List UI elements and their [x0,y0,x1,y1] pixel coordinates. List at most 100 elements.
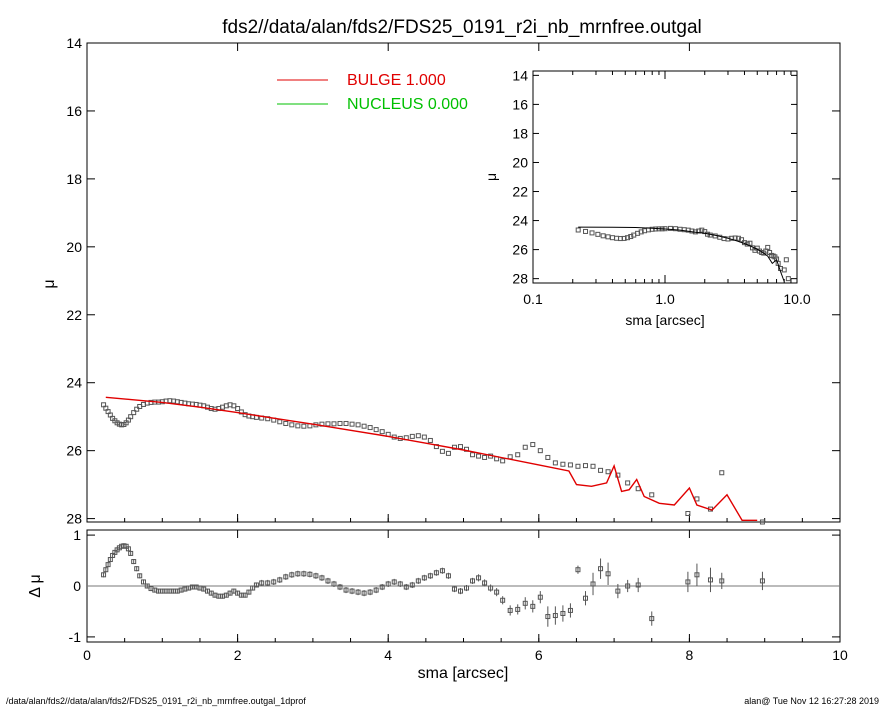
residual-point [649,616,655,622]
main-ytick-label: 20 [66,239,82,255]
inset-data-point [781,267,787,273]
residual-point [125,546,131,552]
inset-data-point [628,234,634,240]
residual-point [337,584,343,590]
residual-point [605,571,611,577]
data-point [649,492,655,498]
inset-ylabel: μ [483,173,499,181]
inset-axes: 14 16 18 20 22 24 26 28 0.1 1.0 10.0 [512,67,810,307]
inset-ytick-label: 16 [512,96,528,112]
data-point [567,462,573,468]
residual-point [488,585,494,591]
data-point [515,452,521,458]
data-point [605,469,611,475]
residual-point [144,583,150,589]
main-ytick-label: 16 [66,103,82,119]
data-point [560,461,566,467]
residual-point [719,578,725,584]
inset-xtick-label: 10.0 [783,291,810,307]
data-point [759,519,765,525]
residual-point [590,581,596,587]
inset-model-line [578,226,785,282]
residual-point [301,571,307,577]
residual-point [367,589,373,595]
inset-data-point [583,228,589,234]
main-axes: 14 16 18 20 22 24 26 28 [66,35,841,527]
inset-data-point [783,257,789,263]
residual-point [101,572,107,578]
data-point [427,437,433,443]
residual-point [415,578,421,584]
residual-point [598,566,604,572]
data-point [625,480,631,486]
data-point [470,452,476,458]
residual-point [253,582,259,588]
residual-point [403,584,409,590]
inset-data-point [575,227,581,233]
residual-point [552,613,558,619]
residual-point [515,606,521,612]
inset-data-point [589,230,595,236]
data-point [719,470,725,476]
inset-xtick-label: 1.0 [655,291,675,307]
residual-point [391,579,397,585]
main-ytick-label: 24 [66,375,82,391]
inset-data-point [672,226,678,232]
residual-point [343,587,349,593]
main-ytick-label: 28 [66,511,82,527]
residual-point [567,607,573,613]
residual-point [140,579,146,585]
residual-point [545,614,551,620]
data-point [361,423,367,429]
residual-point [409,582,415,588]
residual-point [427,573,433,579]
residual-series [101,543,765,627]
data-point [283,420,289,426]
data-point [476,453,482,459]
data-point [507,454,513,460]
inset-data-point [739,237,745,243]
main-ylabel: μ [41,279,58,288]
main-ytick-label: 14 [66,35,82,51]
inset-ytick-label: 14 [512,67,528,83]
legend-bulge-label: BULGE 1.000 [347,72,446,89]
data-point [530,442,536,448]
data-point [445,450,451,456]
residual-point [500,597,506,603]
data-point [355,422,361,428]
data-point [325,421,331,427]
inset-ytick-label: 24 [512,213,528,229]
residual-point [433,570,439,576]
inset-data-point [649,226,655,232]
legend: BULGE 1.000 NUCLEUS 0.000 [277,72,468,113]
residual-point [373,587,379,593]
data-point [575,463,581,469]
residual-xtick-label: 2 [234,647,242,663]
residual-point [464,585,470,591]
residual-point [445,573,451,579]
residual-ytick-label: 1 [73,527,81,543]
residual-ytick-label: -1 [69,629,82,645]
residual-point [105,562,111,568]
data-point [367,425,373,431]
residual-xtick-label: 6 [535,647,543,663]
inset-series [575,225,791,282]
main-plot: μ 14 16 18 20 22 24 26 28 BULGE 1.000 NUCLEUS 0… [41,35,841,527]
residual-point [259,580,265,586]
residual-point [560,610,566,616]
data-point [238,409,244,415]
residual-point [250,585,256,591]
data-point [331,421,337,427]
residual-ytick-label: 0 [73,578,81,594]
residual-point [349,588,355,594]
data-point [451,444,457,450]
inset-data-point [625,235,631,241]
data-point [685,511,691,517]
main-ytick-label: 26 [66,443,82,459]
footer-timestamp: alan@ Tue Nov 12 16:27:28 2019 [744,696,879,706]
residual-xtick-label: 4 [384,647,392,663]
residual-point [134,566,140,572]
data-point [409,433,415,439]
inset-data-point [699,227,705,233]
